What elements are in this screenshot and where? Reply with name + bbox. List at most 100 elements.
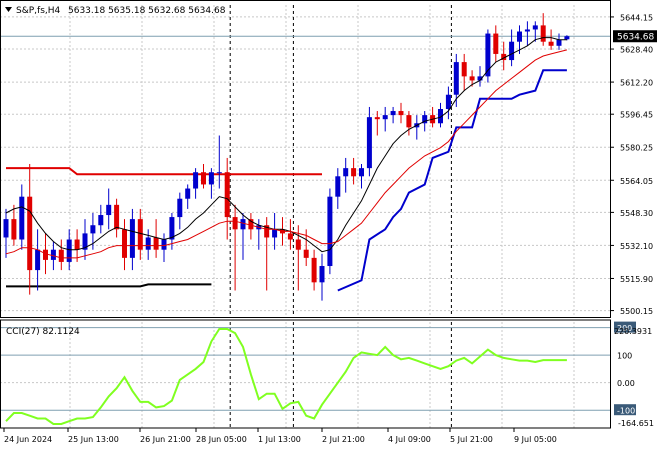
candle-body (335, 176, 341, 197)
candle-body (185, 188, 191, 199)
candle-body (58, 249, 64, 262)
time-tick-label: 1 Jul 13:00 (258, 435, 301, 444)
candle-body (319, 266, 325, 283)
candle-body (374, 117, 380, 120)
candle-body (216, 172, 222, 174)
fast-moving-average-line (5, 37, 567, 253)
candle-body (272, 229, 278, 238)
cci-min-label: -164.651 (618, 419, 654, 428)
candle-body (129, 219, 135, 258)
candle-body (351, 168, 357, 177)
candle-body (485, 33, 491, 77)
candle-body (366, 117, 372, 169)
candle-body (390, 111, 396, 116)
time-axis-ticks: 24 Jun 2024 25 Jun 13:00 26 Jun 21:00 28 Ju… (3, 428, 557, 444)
candle-body (19, 196, 25, 240)
time-tick-label: 2 Jul 21:00 (322, 435, 365, 444)
cci-level-label: -100 (617, 407, 635, 416)
resistance-step-line (6, 167, 322, 176)
candle-body (90, 225, 96, 234)
price-tick-label: 5628.40 (620, 46, 653, 55)
price-tick-label: 5564.05 (620, 177, 653, 186)
price-tick-label: 5500.15 (620, 307, 653, 316)
candle-body (74, 239, 80, 250)
cci-level-label: 200 (617, 324, 632, 333)
candle-body (303, 249, 309, 258)
price-tick-label: 5596.45 (620, 111, 653, 120)
candle-body (224, 172, 230, 218)
candle-body (295, 239, 301, 250)
candle-body (264, 225, 270, 238)
main-plot-background (0, 0, 610, 317)
candle-body (287, 233, 293, 240)
time-tick-label: 4 Jul 09:00 (388, 435, 431, 444)
time-tick-label: 25 Jun 13:00 (68, 435, 119, 444)
time-tick-label: 9 Jul 05:00 (514, 435, 557, 444)
price-tick-label: 5515.90 (620, 275, 653, 284)
candle-body (82, 233, 88, 250)
cci-level-box (614, 404, 636, 416)
candle-body (343, 168, 349, 177)
candle-body (153, 237, 159, 250)
cci-line (5, 328, 567, 425)
main-grid (0, 5, 610, 317)
cci-level-label: 0.00 (617, 379, 635, 388)
cci-max-label: 220.3931 (614, 327, 652, 336)
candle-body (524, 29, 530, 32)
candle-body (564, 36, 570, 40)
time-tick-label: 5 Jul 21:00 (450, 435, 493, 444)
candle-body (35, 249, 41, 271)
candle-body (169, 217, 175, 240)
slow-moving-average-line (5, 49, 568, 259)
candle-body (327, 196, 333, 267)
candles (3, 13, 570, 301)
cci-level-label: 100 (617, 352, 632, 361)
candle-body (540, 25, 546, 42)
candle-body (509, 41, 515, 61)
candle-body (311, 257, 317, 283)
candle-body (208, 172, 214, 185)
symbol-dropdown-icon[interactable] (5, 7, 12, 12)
time-tick-label: 24 Jun 2024 (4, 435, 52, 444)
candle-body (137, 219, 143, 250)
candle-body (50, 249, 56, 260)
session-markers (229, 5, 452, 428)
price-tick-label: 5548.30 (620, 209, 653, 218)
candle-body (240, 219, 246, 230)
candle-body (359, 168, 364, 177)
support-step-line (337, 69, 567, 292)
candle-body (43, 249, 48, 260)
base-step-line (6, 283, 212, 288)
price-axis-ticks: 5500.15 5515.90 5532.10 5548.30 5564.05 5580.… (610, 13, 653, 316)
candle-body (398, 111, 404, 116)
candle-body (106, 204, 112, 216)
price-tick-label: 5644.15 (620, 13, 653, 22)
candle-body (177, 198, 183, 218)
candle-body (122, 229, 127, 258)
horizontal-levels (0, 35, 610, 292)
candle-body (493, 33, 499, 54)
candle-body (11, 219, 17, 240)
candle-body (517, 31, 522, 42)
candle-body (532, 25, 538, 30)
candle-body (445, 94, 451, 109)
cci-plot (0, 327, 610, 425)
current-price-label: 5634.68 (617, 33, 654, 43)
cci-grid (69, 322, 575, 428)
candle-body (477, 76, 483, 81)
price-tick-label: 5532.10 (620, 242, 653, 251)
axes: 200 100 0.00 -100 (0, 0, 636, 429)
candle-body (98, 215, 104, 226)
candle-body (27, 196, 33, 271)
candle-body (232, 217, 238, 230)
candle-body (438, 109, 443, 124)
candle-body (161, 239, 167, 250)
candle-body (469, 76, 475, 81)
candle-body (3, 219, 9, 238)
current-price-box: 5634.68 (613, 30, 657, 43)
time-tick-label: 26 Jun 21:00 (140, 435, 191, 444)
indicator-lines (5, 37, 568, 259)
candle-body (548, 41, 554, 46)
candle-body (453, 62, 459, 95)
